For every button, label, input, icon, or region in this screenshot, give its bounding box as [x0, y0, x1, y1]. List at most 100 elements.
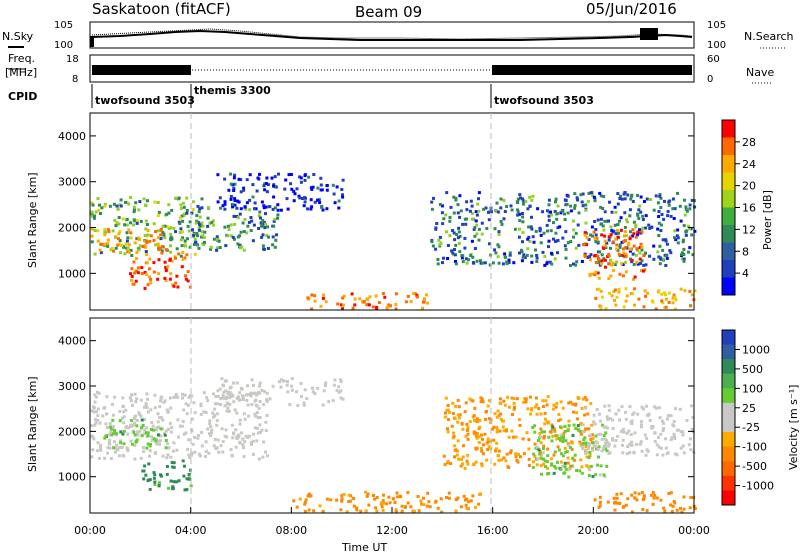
x-tick-label-5: 20:00	[577, 524, 609, 537]
velocity-colorbar-cell-7	[722, 432, 735, 448]
velocity-colorbar: 1000 500 100 25 -25 -100 -500 -1000 Velocity [m…	[721, 329, 800, 506]
power-colorbar-cell-1	[722, 137, 735, 156]
freq-left-tick-high: 18	[66, 54, 79, 65]
velocity-region-4	[292, 490, 482, 514]
power-region-5	[306, 292, 430, 311]
velocity-ytick-label-2: 3000	[58, 380, 86, 393]
velocity-colorbar-cell-4	[722, 388, 735, 404]
velocity-ylabel: Slant Range [km]	[26, 376, 39, 472]
velocity-colorbar-cell-3	[722, 373, 735, 389]
velocity-colorbar-tick-label-5: -100	[742, 441, 767, 454]
velocity-colorbar-cell-10	[722, 475, 735, 491]
freq-right-tick-low: 0	[707, 74, 713, 85]
power-colorbar-tick-label-5: 8	[742, 245, 749, 258]
freq-band-segment-2	[492, 65, 692, 75]
power-colorbar-cell-8	[722, 260, 735, 278]
power-colorbar-tick-label-1: 24	[742, 158, 756, 171]
power-panel: Slant Range [km] 1000 2000 3000 4000	[26, 112, 697, 311]
power-colorbar-tick-label-0: 28	[742, 136, 756, 149]
cpid-row: twofsound 3503 themis 3300 twofsound 350…	[91, 84, 594, 108]
power-colorbar-cell-3	[722, 172, 735, 191]
velocity-panel-frame	[89, 317, 695, 514]
power-colorbar-cell-4	[722, 190, 735, 208]
power-region-6	[430, 191, 697, 267]
noise-right-tick-low: 100	[707, 40, 726, 51]
velocity-ytick-label-1: 2000	[58, 425, 86, 438]
velocity-region-3	[215, 377, 345, 407]
power-colorbar: 28 24 20 16 12 8 4 Power [dB]	[721, 119, 774, 296]
x-axis: 00:00 04:00 08:00 12:00 16:00 20:00 00:00	[74, 507, 710, 537]
velocity-colorbar-tick-label-4: -25	[742, 421, 760, 434]
power-colorbar-tick-label-4: 12	[742, 223, 756, 236]
velocity-colorbar-cell-9	[722, 461, 735, 477]
velocity-colorbar-cell-2	[722, 359, 735, 375]
cpid-segment-1: twofsound 3503	[95, 94, 195, 107]
velocity-panel: Slant Range [km] 1000 2000 3000 4000	[26, 317, 697, 514]
power-region-4	[216, 172, 345, 212]
noise-left-tick-low: 100	[54, 40, 73, 51]
noise-search-line	[91, 28, 693, 40]
velocity-colorbar-cell-8	[722, 446, 735, 462]
velocity-region-7	[581, 404, 696, 457]
velocity-colorbar-cell-6	[722, 417, 735, 433]
velocity-region-2	[141, 459, 193, 492]
x-tick-label-4: 16:00	[477, 524, 509, 537]
power-colorbar-tick-label-6: 4	[742, 267, 749, 280]
velocity-ytick-label-3: 4000	[58, 335, 86, 348]
freq-band-segment-1	[92, 65, 191, 75]
power-ytick-label-2: 3000	[58, 176, 86, 189]
power-colorbar-cell-0	[722, 120, 735, 138]
velocity-ytick-label-0: 1000	[58, 471, 86, 484]
velocity-colorbar-tick-label-6: -500	[742, 460, 767, 473]
noise-spike	[640, 28, 658, 40]
velocity-colorbar-tick-label-3: 25	[742, 402, 756, 415]
x-tick-label-3: 12:00	[376, 524, 408, 537]
velocity-colorbar-label: Velocity [m s⁻¹]	[787, 385, 800, 470]
velocity-colorbar-cell-0	[722, 330, 735, 346]
freq-label-1: Freq.	[8, 52, 35, 65]
site-title: Saskatoon (fitACF)	[92, 0, 231, 18]
power-colorbar-tick-label-2: 20	[742, 180, 756, 193]
power-region-8	[594, 287, 697, 311]
velocity-region-6	[531, 423, 609, 479]
velocity-colorbar-cell-1	[722, 344, 735, 360]
power-region-2	[127, 250, 192, 290]
beam-title: Beam 09	[355, 3, 422, 21]
power-colorbar-tick-label-3: 16	[742, 202, 756, 215]
noise-sky-line	[91, 29, 693, 41]
velocity-colorbar-tick-label-7: -1000	[742, 480, 774, 493]
freq-right-tick-high: 60	[707, 54, 720, 65]
noise-left-tick-high: 105	[54, 20, 73, 31]
date-title: 05/Jun/2016	[586, 0, 677, 18]
cpid-segment-3: twofsound 3503	[494, 94, 594, 107]
noise-panel: 105 100 105 100	[54, 20, 726, 51]
freq-left-tick-low: 8	[72, 74, 78, 85]
power-colorbar-label: Power [dB]	[761, 190, 774, 250]
velocity-colorbar-tick-label-2: 100	[742, 382, 763, 395]
velocity-colorbar-cell-11	[722, 490, 735, 506]
x-tick-label-0: 00:00	[74, 524, 106, 537]
power-colorbar-cell-6	[722, 225, 735, 243]
nsky-label: N.Sky	[2, 30, 34, 43]
power-colorbar-cell-5	[722, 207, 735, 226]
power-ytick-label-1: 2000	[58, 222, 86, 235]
power-region-1	[90, 227, 168, 254]
cpid-label: CPID	[8, 90, 37, 103]
velocity-region-1	[103, 418, 168, 452]
noise-spike-edge	[90, 36, 94, 47]
noise-right-tick-high: 105	[707, 20, 726, 31]
nsearch-label: N.Search	[744, 30, 794, 43]
power-ytick-label-0: 1000	[58, 267, 86, 280]
x-tick-label-1: 04:00	[175, 524, 207, 537]
frequency-panel: 18 8 60 0	[66, 54, 720, 85]
power-colorbar-cell-2	[722, 155, 735, 173]
power-colorbar-cell-7	[722, 242, 735, 261]
velocity-colorbar-tick-label-0: 1000	[742, 343, 770, 356]
cpid-segment-2: themis 3300	[194, 84, 271, 97]
power-region-3	[190, 205, 280, 252]
velocity-colorbar-tick-label-1: 500	[742, 363, 763, 376]
x-tick-label-2: 08:00	[275, 524, 307, 537]
power-ylabel: Slant Range [km]	[26, 172, 39, 268]
velocity-region-8	[593, 491, 697, 514]
